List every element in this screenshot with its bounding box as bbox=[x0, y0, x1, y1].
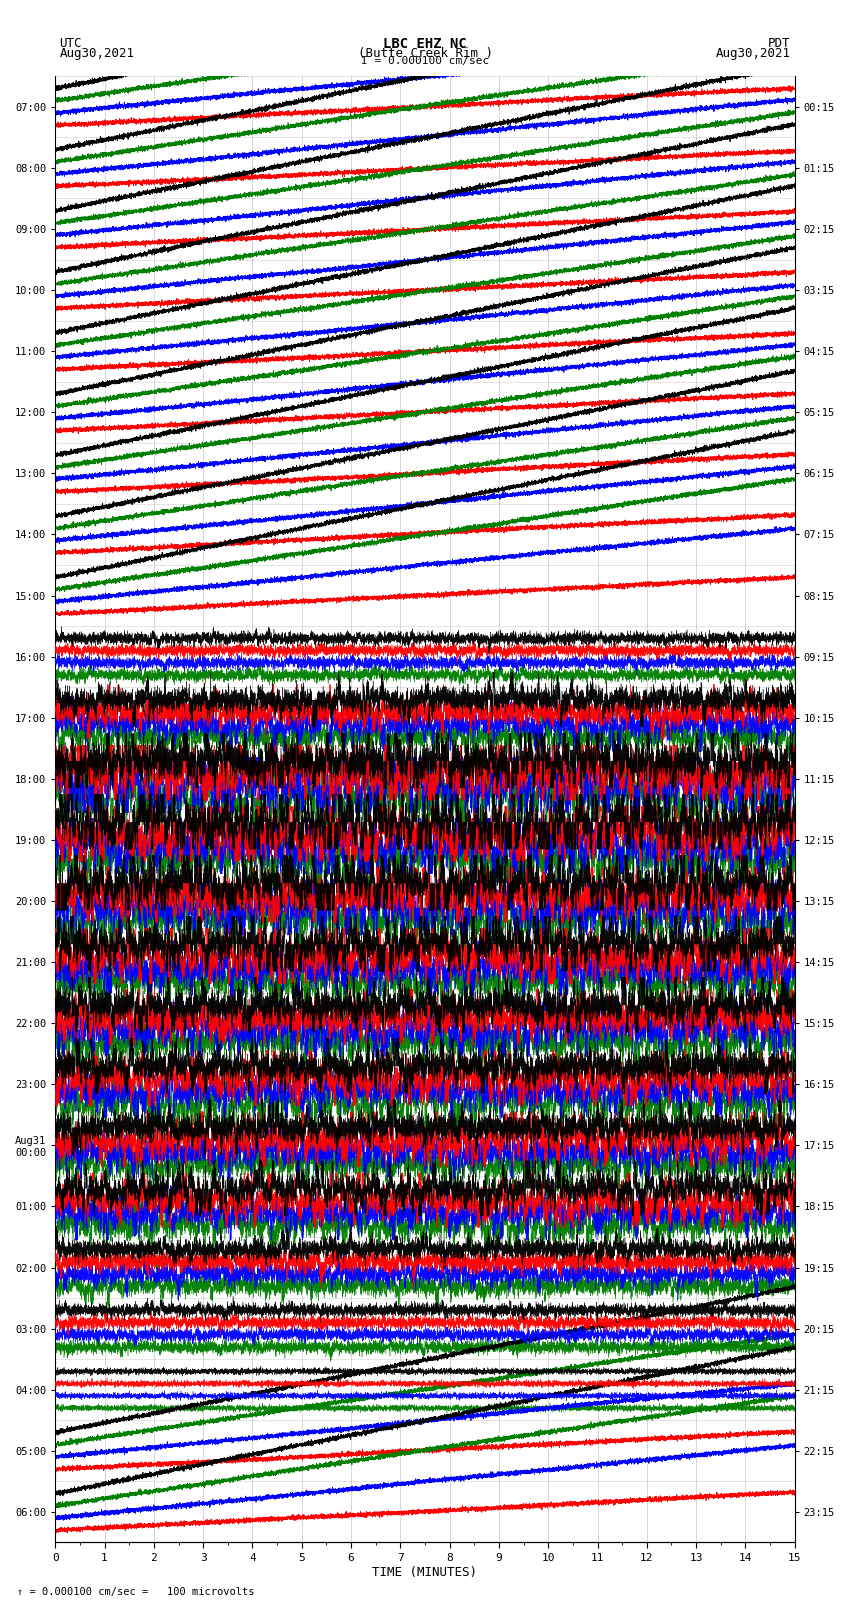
Text: PDT: PDT bbox=[768, 37, 790, 50]
Text: Aug30,2021: Aug30,2021 bbox=[716, 47, 790, 60]
Text: (Butte Creek Rim ): (Butte Creek Rim ) bbox=[358, 47, 492, 60]
Text: LBC EHZ NC: LBC EHZ NC bbox=[383, 37, 467, 52]
Text: ⇑ = 0.000100 cm/sec =   100 microvolts: ⇑ = 0.000100 cm/sec = 100 microvolts bbox=[17, 1587, 254, 1597]
Text: I = 0.000100 cm/sec: I = 0.000100 cm/sec bbox=[361, 56, 489, 66]
Text: Aug30,2021: Aug30,2021 bbox=[60, 47, 134, 60]
X-axis label: TIME (MINUTES): TIME (MINUTES) bbox=[372, 1566, 478, 1579]
Text: UTC: UTC bbox=[60, 37, 82, 50]
